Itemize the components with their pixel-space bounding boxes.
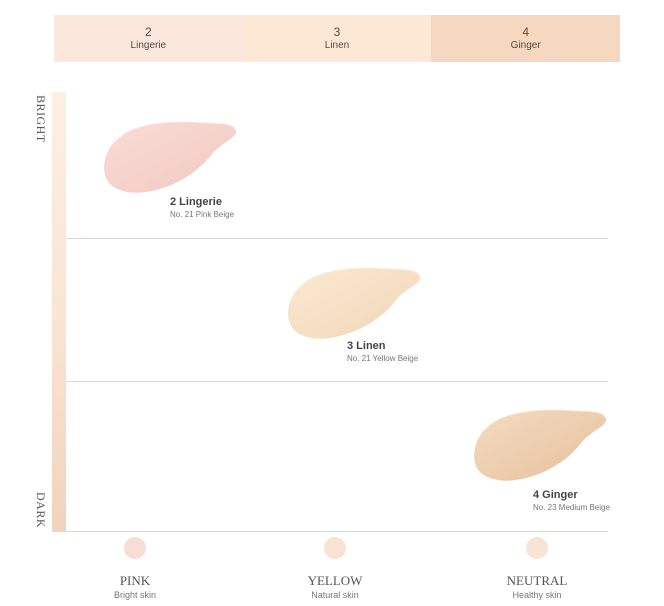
shade-tabs: 2 Lingerie 3 Linen 4 Ginger — [54, 15, 621, 62]
tone-name: PINK — [119, 573, 151, 588]
row-divider — [66, 238, 608, 239]
product-label-linen: 3 Linen No. 21 Yellow Beige — [347, 339, 418, 364]
tone-desc: Natural skin — [311, 590, 359, 600]
product-label-lingerie: 2 Lingerie No. 21 Pink Beige — [170, 195, 234, 220]
shade-tab-lingerie[interactable]: 2 Lingerie — [54, 15, 243, 62]
product-label-ginger: 4 Ginger No. 23 Medium Beige — [533, 488, 610, 513]
swatch-lingerie — [104, 120, 237, 193]
axis-label-dark: DARK — [34, 492, 48, 529]
product-desc: No. 21 Pink Beige — [170, 210, 235, 219]
row-divider — [66, 531, 608, 532]
tone-neutral: NEUTRAL Healthy skin — [477, 537, 597, 601]
tone-dot-neutral — [526, 537, 548, 559]
product-name: 2 Lingerie — [170, 196, 222, 208]
swatch-ginger — [474, 408, 607, 481]
tone-desc: Healthy skin — [512, 590, 562, 600]
shade-tab-ginger[interactable]: 4 Ginger — [431, 15, 621, 62]
brightness-axis-bar — [52, 92, 66, 532]
shade-tab-linen[interactable]: 3 Linen — [242, 15, 432, 62]
tone-dot-yellow — [324, 537, 346, 559]
shade-tab-number: 2 — [144, 25, 152, 39]
shade-tab-number: 4 — [522, 25, 530, 39]
tone-name: NEUTRAL — [506, 573, 568, 588]
axis-label-bright: BRIGHT — [34, 95, 48, 143]
row-divider — [66, 381, 608, 382]
tone-name: YELLOW — [307, 573, 363, 588]
shade-tab-name: Lingerie — [130, 40, 167, 51]
swatch-linen — [288, 266, 421, 339]
shade-tab-name: Ginger — [510, 40, 541, 51]
tone-pink: PINK Bright skin — [75, 537, 195, 601]
tone-yellow: YELLOW Natural skin — [275, 537, 395, 601]
tone-dot-pink — [124, 537, 146, 559]
shade-tab-number: 3 — [333, 25, 341, 39]
shade-tab-name: Linen — [324, 40, 350, 51]
product-name: 4 Ginger — [533, 489, 578, 501]
product-desc: No. 23 Medium Beige — [533, 503, 610, 512]
tone-desc: Bright skin — [113, 590, 157, 600]
product-name: 3 Linen — [347, 340, 386, 352]
product-desc: No. 21 Yellow Beige — [347, 354, 419, 363]
